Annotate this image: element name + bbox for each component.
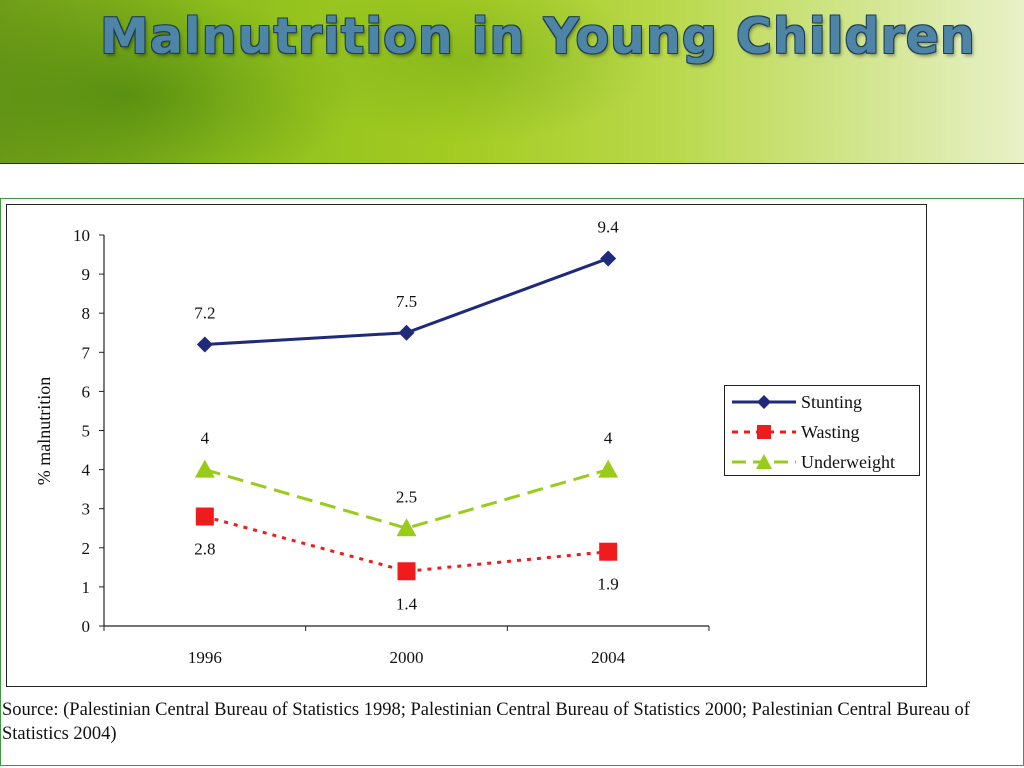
y-tick-label: 8	[82, 304, 91, 323]
data-label: 1.4	[396, 594, 418, 613]
data-point-stunting	[398, 324, 415, 341]
x-tick-label: 2004	[591, 648, 626, 667]
data-point-stunting	[600, 250, 617, 267]
legend-swatch-wasting	[732, 425, 796, 439]
source-note: Source: (Palestinian Central Bureau of S…	[2, 700, 970, 744]
y-axis-label: % malnutrition	[34, 377, 54, 485]
legend-label: Stunting	[801, 392, 863, 412]
legend-item-stunting: Stunting	[729, 391, 917, 413]
chart-legend: Stunting Wasting Underweight	[724, 385, 920, 476]
y-tick-label: 3	[82, 500, 91, 519]
legend-swatch-underweight	[732, 454, 796, 469]
data-point-underweight	[598, 459, 619, 478]
legend-label: Wasting	[801, 422, 860, 442]
y-tick-label: 4	[82, 461, 91, 480]
y-tick-label: 9	[82, 265, 91, 284]
legend-item-wasting: Wasting	[729, 421, 917, 443]
data-point-wasting	[195, 507, 214, 526]
legend-label: Underweight	[801, 452, 895, 472]
data-point-underweight	[396, 518, 417, 537]
y-tick-label: 6	[82, 382, 91, 401]
y-tick-label: 1	[82, 578, 91, 597]
data-label: 4	[201, 429, 210, 448]
legend-swatch-stunting	[732, 395, 796, 409]
data-point-stunting	[196, 336, 213, 353]
x-tick-label: 1996	[188, 648, 222, 667]
data-point-underweight	[194, 459, 215, 478]
y-tick-label: 10	[73, 226, 90, 245]
data-label: 4	[604, 429, 613, 448]
legend-item-underweight: Underweight	[729, 451, 917, 473]
series-line-underweight	[204, 468, 609, 530]
data-point-wasting	[599, 542, 618, 561]
title-banner	[0, 0, 1024, 164]
chart-frame	[6, 204, 927, 687]
x-tick-label: 2000	[390, 648, 424, 667]
y-tick-label: 5	[82, 422, 91, 441]
data-point-wasting	[397, 562, 416, 581]
data-label: 9.4	[598, 217, 620, 236]
data-label: 7.2	[194, 303, 215, 322]
data-label: 2.5	[396, 487, 417, 506]
y-tick-label: 7	[82, 343, 91, 362]
data-label: 2.8	[194, 540, 215, 559]
data-label: 7.5	[396, 292, 417, 311]
y-tick-label: 2	[82, 539, 91, 558]
slide-title: Malnutrition in Young Children	[100, 8, 976, 65]
y-tick-label: 0	[82, 617, 91, 636]
data-label: 1.9	[598, 575, 619, 594]
